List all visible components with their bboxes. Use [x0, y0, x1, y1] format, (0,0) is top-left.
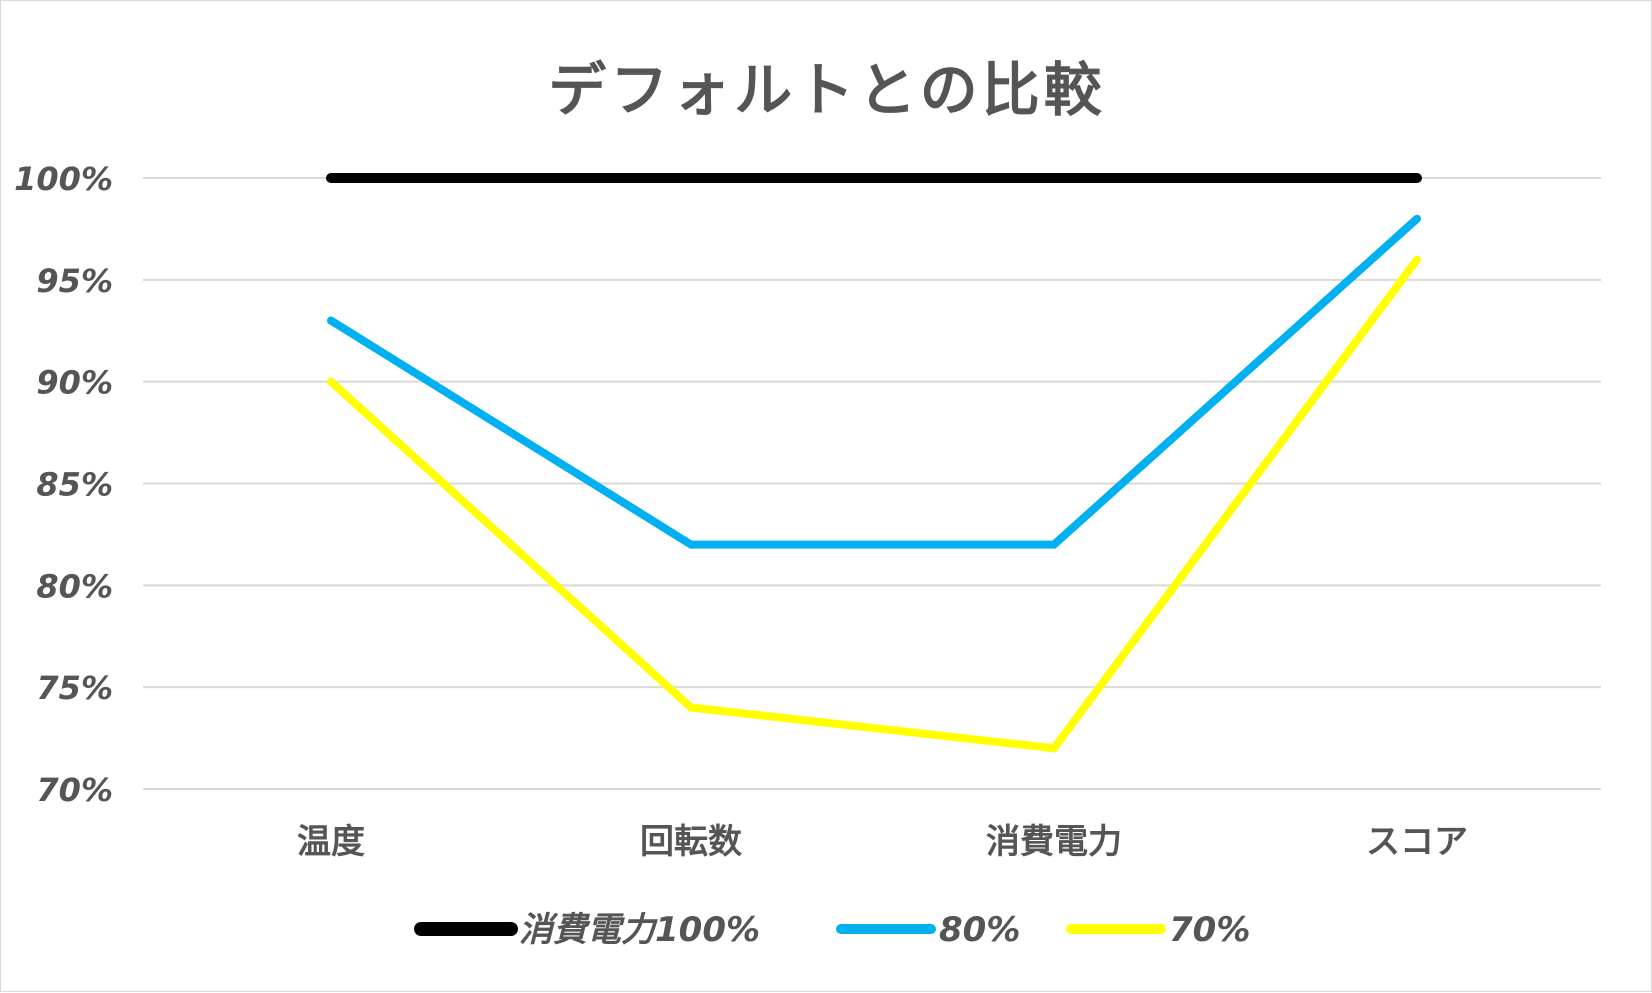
x-category-label: 温度	[297, 822, 365, 862]
x-category-label: スコア	[1366, 822, 1468, 862]
data-point	[330, 320, 332, 322]
y-tick-label: 75%	[36, 669, 113, 707]
y-tick-label: 85%	[36, 466, 113, 504]
y-axis-tick-labels: 100% 95% 90% 85% 80% 75% 70%	[14, 160, 113, 809]
data-point	[1053, 177, 1055, 179]
y-tick-label: 70%	[36, 771, 113, 809]
data-point	[690, 544, 692, 546]
series-line-2	[327, 255, 1421, 753]
y-tick-label: 100%	[14, 160, 113, 198]
y-tick-label: 90%	[36, 364, 113, 402]
chart-title: デフォルトとの比較	[548, 56, 1106, 124]
series-line-1	[327, 214, 1421, 549]
data-point	[330, 381, 332, 383]
legend: 消費電力100% 80% 70%	[414, 910, 1250, 950]
x-category-label: 消費電力	[986, 822, 1122, 862]
data-point	[1416, 177, 1418, 179]
gridlines	[143, 177, 1601, 790]
y-tick-label: 95%	[36, 262, 113, 300]
legend-label: 70%	[1169, 910, 1250, 950]
x-axis-category-labels: 温度 回転数 消費電力 スコア	[297, 822, 1468, 862]
data-point	[1416, 258, 1418, 260]
data-point	[1053, 747, 1055, 749]
data-point	[1053, 544, 1055, 546]
x-category-label: 回転数	[640, 822, 742, 862]
legend-label: 消費電力100%	[519, 910, 760, 950]
legend-label: 80%	[939, 910, 1020, 950]
y-tick-label: 80%	[36, 567, 113, 605]
series-lines	[326, 173, 1422, 753]
data-point	[690, 177, 692, 179]
data-point	[1416, 218, 1418, 220]
data-point	[690, 707, 692, 709]
data-point	[330, 177, 332, 179]
